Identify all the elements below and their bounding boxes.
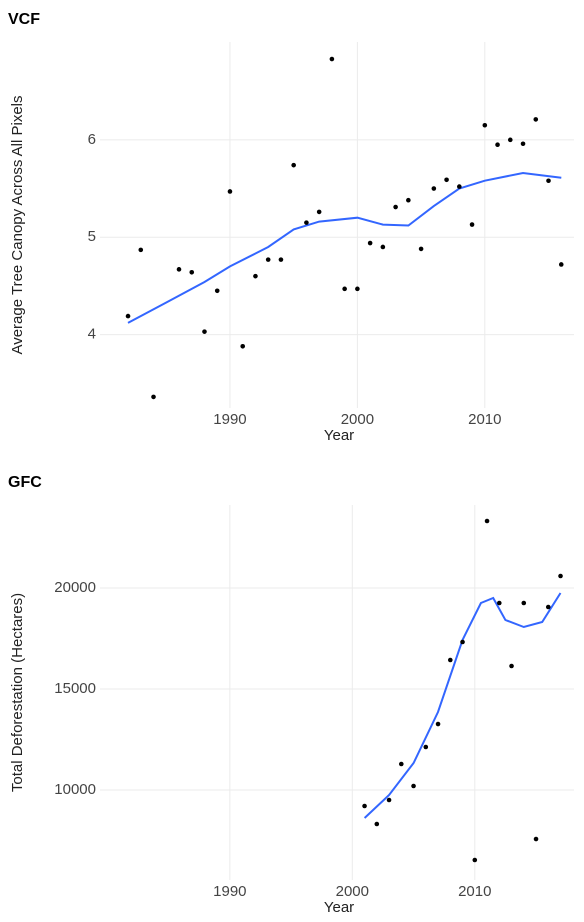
y-tick-label: 5 [88,228,96,245]
point [329,56,335,62]
point [189,269,195,275]
point [374,821,380,827]
point [380,244,386,250]
point [202,329,207,334]
smooth-line [127,171,562,324]
x-tick-label: 2000 [336,883,369,900]
point [304,220,309,225]
chart-title: VCF [8,11,40,28]
point [138,247,144,253]
point [496,600,502,606]
point [227,189,233,194]
y-tick-label: 10000 [54,781,96,798]
point [278,257,284,262]
point [265,257,271,262]
point [533,836,539,842]
point [393,204,398,210]
point [472,857,478,863]
point [176,267,182,272]
point [435,721,441,727]
point [444,177,449,183]
point [482,122,488,128]
chart-title: GFC [8,474,42,491]
y-tick-label: 4 [88,326,96,343]
point [418,246,424,252]
point [469,222,475,227]
point [367,240,373,246]
point [362,803,367,809]
point [253,273,258,279]
point [406,197,411,203]
point [484,518,490,524]
x-tick-label: 1990 [213,411,246,428]
point [521,600,527,606]
x-tick-label: 2000 [341,411,374,428]
point [495,142,500,148]
point [125,313,131,319]
point [457,184,462,189]
point [431,186,437,191]
point [411,783,416,789]
point [447,657,453,663]
y-axis-label: Average Tree Canopy Across All Pixels [9,95,26,354]
point [558,573,563,579]
point [546,178,551,184]
point [386,797,392,803]
y-axis-label: Total Deforestation (Hectares) [9,593,26,792]
point [151,394,156,400]
point [460,639,465,645]
x-axis-label: Year [324,899,354,916]
point [240,343,246,349]
point [316,209,322,215]
point [214,288,220,294]
point [399,761,404,767]
point [507,137,513,143]
point [342,286,347,292]
y-tick-label: 15000 [54,680,96,697]
y-tick-label: 20000 [54,579,96,596]
point [423,744,429,750]
point [509,663,514,669]
point [533,117,539,122]
smooth-line [363,592,562,819]
x-axis-label: Year [324,427,354,444]
point [558,262,564,267]
x-tick-label: 2010 [458,883,491,900]
point [355,286,360,292]
point [291,162,296,168]
point [520,141,526,147]
x-tick-label: 2010 [468,411,501,428]
y-tick-label: 6 [88,131,96,148]
x-tick-label: 1990 [213,883,246,900]
point [545,604,551,610]
